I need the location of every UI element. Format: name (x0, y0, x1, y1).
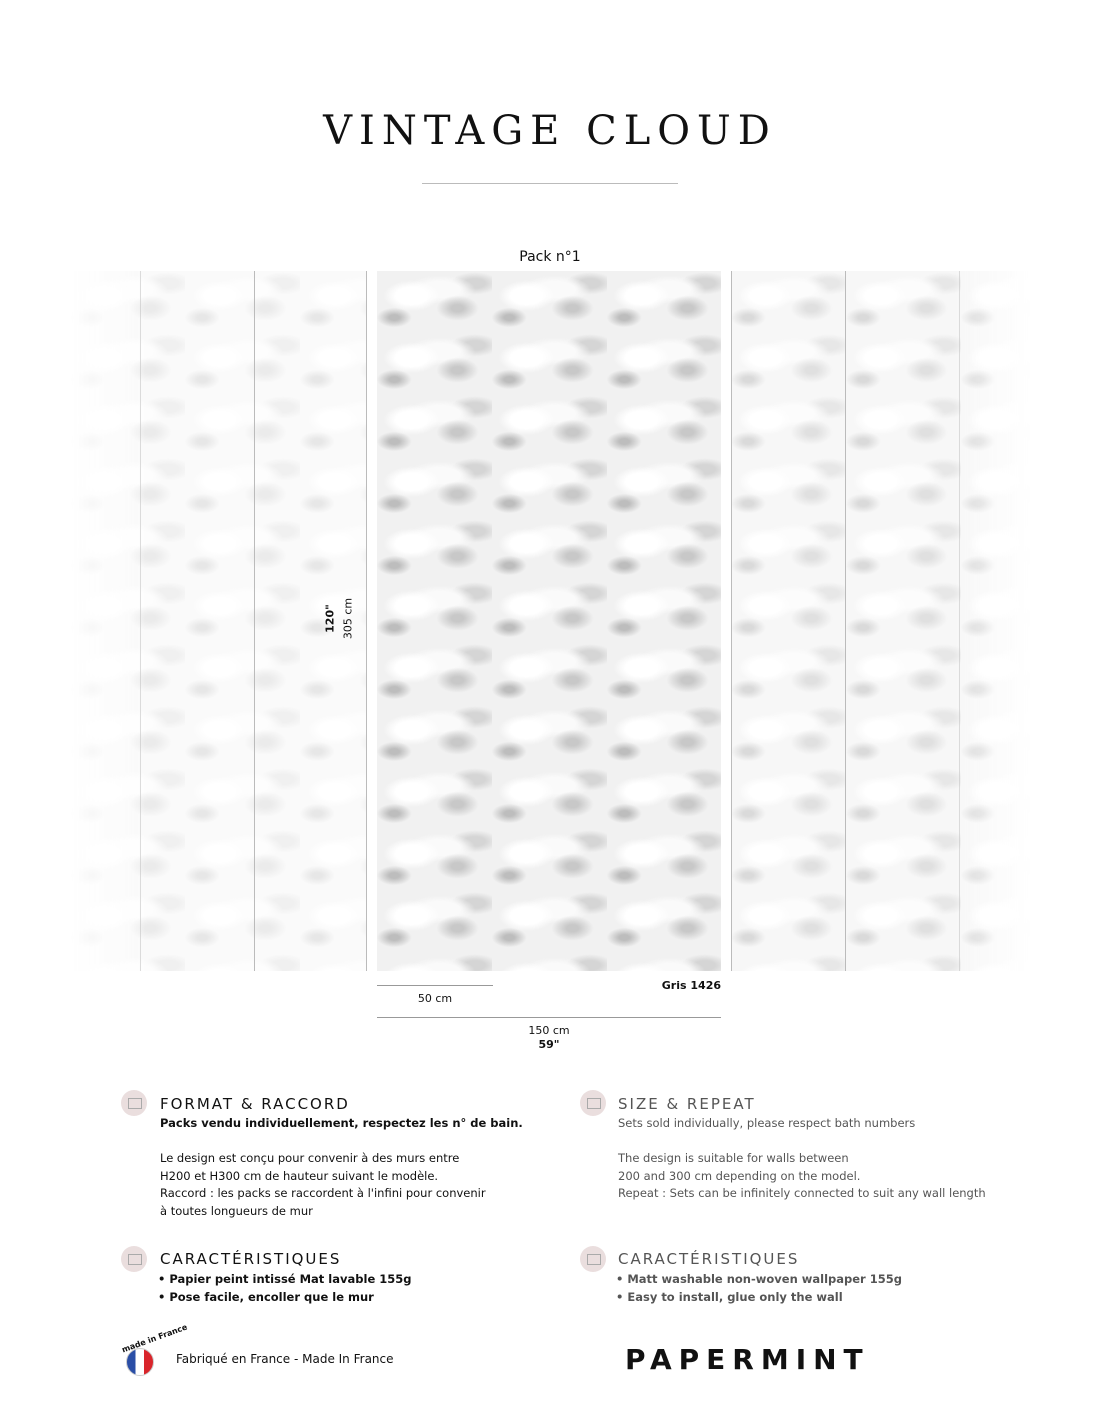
pack-label: Pack n°1 (519, 249, 581, 265)
format-heading-en: SIZE & REPEAT (618, 1095, 756, 1113)
format-line: Repeat : Sets can be infinitely connecte… (618, 1186, 986, 1200)
format-line: Le design est conçu pour convenir à des … (160, 1151, 460, 1165)
total-width-cm: 150 cm (528, 1024, 570, 1037)
format-line: H200 et H300 cm de hauteur suivant le mo… (160, 1168, 439, 1183)
strip-line (366, 271, 367, 971)
format-bold-en: Sets sold individually, please respect b… (618, 1116, 916, 1130)
made-in-france-badge (126, 1348, 154, 1376)
strip-line (140, 271, 141, 971)
strip-line (254, 271, 255, 971)
wallpaper-pack-preview (377, 271, 721, 971)
height-cm: 305 cm (341, 597, 355, 640)
roll-icon (121, 1090, 147, 1116)
height-inches: 120" (323, 604, 337, 633)
strip-line (731, 271, 732, 971)
divider (422, 183, 678, 184)
format-line: 200 and 300 cm depending on the model. (618, 1168, 861, 1183)
total-width-line (377, 1017, 721, 1018)
wallpaper-preview-left (70, 271, 366, 971)
char-item: • Papier peint intissé Mat lavable 155g (158, 1272, 412, 1286)
badge-text: made in France (120, 1322, 189, 1355)
wallpaper-preview-right (731, 271, 1031, 971)
paper-icon (121, 1246, 147, 1272)
char-item: • Matt washable non-woven wallpaper 155g (616, 1272, 902, 1286)
made-in-france-text: Fabriqué en France - Made In France (176, 1352, 394, 1366)
char-item: • Pose facile, encoller que le mur (158, 1289, 374, 1304)
strip-width: 50 cm (417, 992, 453, 1005)
product-title: VINTAGE CLOUD (323, 108, 777, 154)
char-item: • Easy to install, glue only the wall (616, 1289, 843, 1304)
format-heading-fr: FORMAT & RACCORD (160, 1095, 350, 1113)
roll-icon (580, 1090, 606, 1116)
format-line: The design is suitable for walls between (618, 1151, 849, 1165)
brand-logo: PAPERMINT (625, 1343, 870, 1376)
strip-line (845, 271, 846, 971)
format-line: Raccord : les packs se raccordent à l'in… (160, 1186, 486, 1200)
paper-icon (580, 1246, 606, 1272)
strip-line (959, 271, 960, 971)
char-heading-fr: CARACTÉRISTIQUES (160, 1250, 342, 1268)
char-heading-en: CARACTÉRISTIQUES (618, 1250, 800, 1268)
format-bold-fr: Packs vendu individuellement, respectez … (160, 1116, 523, 1130)
format-line: à toutes longueurs de mur (160, 1203, 313, 1218)
total-width-in: 59" (538, 1038, 560, 1051)
color-code: Gris 1426 (661, 979, 721, 992)
strip-width-line (377, 985, 493, 986)
